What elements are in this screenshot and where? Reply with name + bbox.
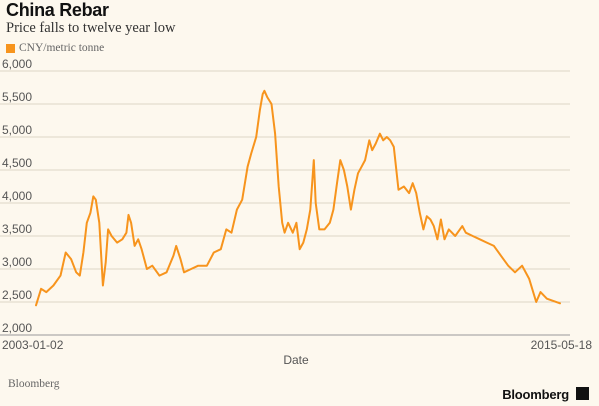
y-tick-labels: 2,000 2,500 3,000 3,500 4,000 4,500 5,000 5,500… [2, 57, 32, 335]
legend-swatch [6, 43, 15, 53]
y-tick-label: 5,000 [2, 123, 32, 137]
legend-label: CNY/metric tonne [19, 42, 105, 54]
legend: CNY/metric tonne [6, 42, 104, 54]
chart-title: China Rebar [6, 0, 109, 20]
y-tick-label: 2,000 [2, 321, 32, 335]
grid-lines [0, 70, 570, 336]
series-group [35, 89, 561, 307]
y-tick-label: 5,500 [2, 90, 32, 104]
series-line [35, 89, 561, 307]
source-note: Bloomberg [8, 378, 60, 390]
y-tick-label: 3,500 [2, 222, 32, 236]
x-tick-labels: 2003-01-02 2015-05-18 [2, 338, 592, 352]
chart-subtitle: Price falls to twelve year low [6, 20, 176, 36]
y-tick-label: 2,500 [2, 288, 32, 302]
y-tick-label: 3,000 [2, 255, 32, 269]
x-axis-label: Date [283, 353, 309, 367]
x-tick-label: 2003-01-02 [2, 338, 64, 352]
x-tick-label: 2015-05-18 [531, 338, 593, 352]
bloomberg-logo: Bloomberg [502, 387, 569, 402]
y-tick-label: 4,500 [2, 156, 32, 170]
y-tick-label: 6,000 [2, 57, 32, 71]
bloomberg-logo-icon [576, 387, 589, 400]
y-tick-label: 4,000 [2, 189, 32, 203]
